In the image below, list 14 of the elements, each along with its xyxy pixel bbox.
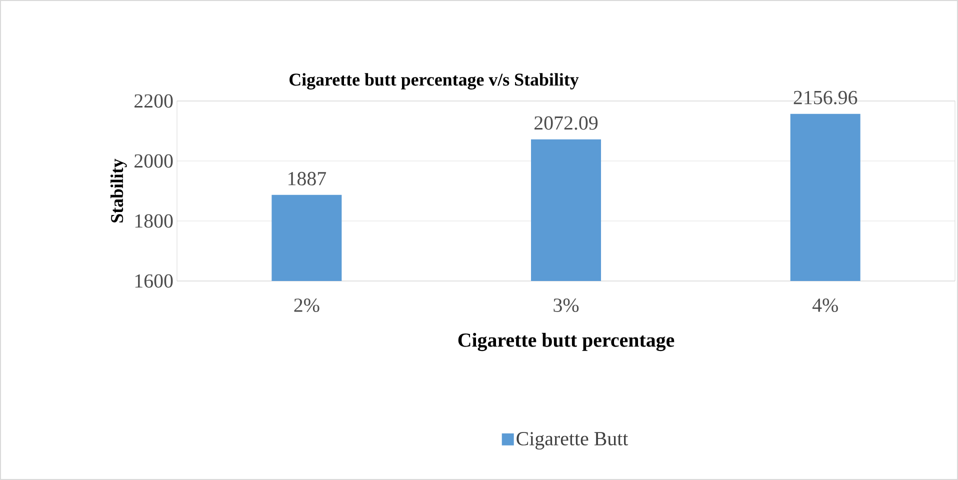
y-tick-label: 1800: [135, 214, 173, 228]
legend-label: Cigarette Butt: [516, 432, 628, 450]
x-tick-label: 3%: [554, 298, 579, 312]
data-label: 2072.09: [534, 116, 598, 130]
x-axis-title: Cigarette butt percentage: [458, 332, 674, 352]
chart-title: Cigarette butt percentage v/s Stability: [290, 73, 579, 90]
x-tick-label: 4%: [812, 298, 838, 312]
x-tick-label: 2%: [294, 298, 320, 312]
y-tick-label: 2200: [134, 94, 173, 108]
data-label: 1887: [288, 172, 326, 186]
data-label: 2156.96: [794, 90, 858, 104]
y-tick-label: 2000: [134, 154, 173, 168]
y-tick-label: 1600: [135, 274, 173, 288]
y-axis-title: Stability: [110, 158, 127, 222]
